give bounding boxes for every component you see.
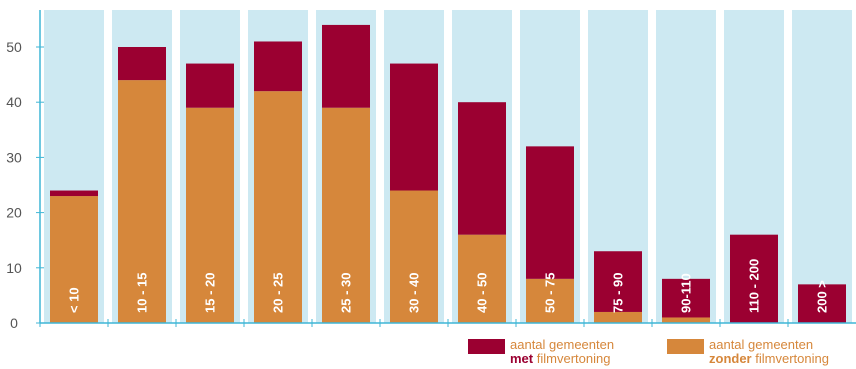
- y-tick-label: 30: [6, 149, 22, 165]
- y-tick-label: 50: [6, 39, 22, 55]
- bar-segment-met: [186, 63, 234, 108]
- bar-segment-met: [322, 24, 370, 108]
- bar-segment-zonder: [186, 107, 234, 323]
- bar-segment-met: [50, 190, 98, 197]
- bar-segment-zonder: [526, 278, 574, 323]
- bar-segment-zonder: [322, 107, 370, 323]
- category-label: 30 - 40: [406, 273, 421, 313]
- bar-segment-met: [662, 278, 710, 318]
- category-label: 110 - 200: [746, 259, 761, 313]
- legend-swatch-met: [468, 339, 505, 354]
- category-label: 200 >: [814, 280, 829, 313]
- bar-segment-zonder: [594, 311, 642, 323]
- category-label: < 10: [66, 287, 81, 313]
- y-tick-label: 0: [10, 315, 18, 331]
- category-label: 10 - 15: [134, 273, 149, 313]
- y-tick-label: 20: [6, 205, 22, 221]
- category-label: 90-110: [678, 273, 693, 313]
- bar-segment-met: [458, 102, 506, 235]
- bar-segment-met: [798, 284, 846, 323]
- category-label: 25 - 30: [338, 273, 353, 313]
- category-label: 50 - 75: [542, 273, 557, 313]
- axes: 0 10 20 30 40 50: [6, 10, 856, 331]
- category-labels: < 10 10 - 15 15 - 20 20 - 25 25 - 30 30 - 40 4…: [66, 259, 829, 313]
- category-label: 15 - 20: [202, 273, 217, 313]
- y-tick-label: 40: [6, 94, 22, 110]
- bars: [50, 24, 846, 324]
- bar-segment-met: [594, 251, 642, 312]
- bar-segment-met: [390, 63, 438, 191]
- legend-label-zonder: aantal gemeenten zonder filmvertoning: [709, 337, 829, 366]
- bar-segment-zonder: [390, 190, 438, 323]
- bar-segment-met: [118, 47, 166, 81]
- bar-segment-zonder: [118, 80, 166, 324]
- category-label: 20 - 25: [270, 273, 285, 313]
- bar-segment-met: [730, 234, 778, 323]
- column-background: [792, 10, 852, 323]
- bar-segment-met: [526, 146, 574, 279]
- column-background: [656, 10, 716, 323]
- legend-swatch-zonder: [667, 339, 704, 354]
- legend-label-met: aantal gemeenten met filmvertoning: [510, 337, 615, 366]
- bar-segment-zonder: [254, 91, 302, 323]
- category-label: 40 - 50: [474, 273, 489, 313]
- bar-segment-zonder: [662, 317, 710, 323]
- y-tick-label: 10: [6, 260, 22, 276]
- bar-segment-zonder: [458, 234, 506, 323]
- bar-segment-zonder: [50, 196, 98, 323]
- bar-segment-met: [254, 41, 302, 92]
- category-label: 75 - 90: [610, 273, 625, 313]
